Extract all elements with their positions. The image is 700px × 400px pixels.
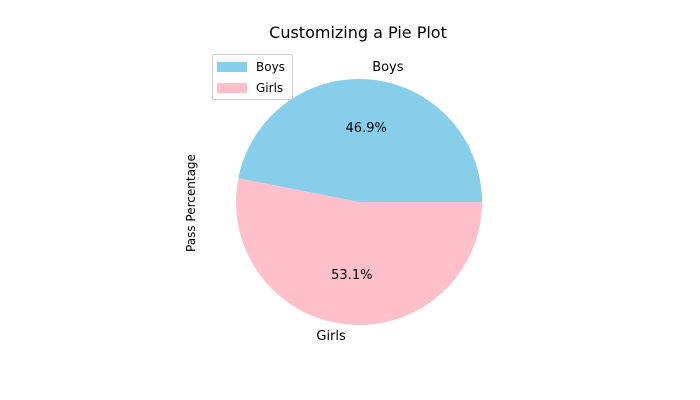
slice-label-boys: Boys bbox=[372, 60, 404, 75]
legend-label-boys: Boys bbox=[256, 60, 285, 74]
legend-swatch-girls bbox=[217, 83, 247, 93]
legend-entry-boys: Boys bbox=[213, 58, 292, 76]
pie-slice-boys bbox=[238, 79, 482, 202]
percent-label-girls: 53.1% bbox=[331, 268, 372, 283]
legend-label-girls: Girls bbox=[256, 81, 284, 95]
pie-slice-girls bbox=[235, 178, 483, 326]
slice-label-girls: Girls bbox=[316, 329, 346, 344]
legend-entry-girls: Girls bbox=[213, 79, 292, 97]
percent-label-boys: 46.9% bbox=[346, 121, 387, 136]
legend-swatch-boys bbox=[217, 62, 247, 72]
legend: Boys Girls bbox=[212, 54, 293, 100]
chart-title: Customizing a Pie Plot bbox=[269, 23, 447, 42]
